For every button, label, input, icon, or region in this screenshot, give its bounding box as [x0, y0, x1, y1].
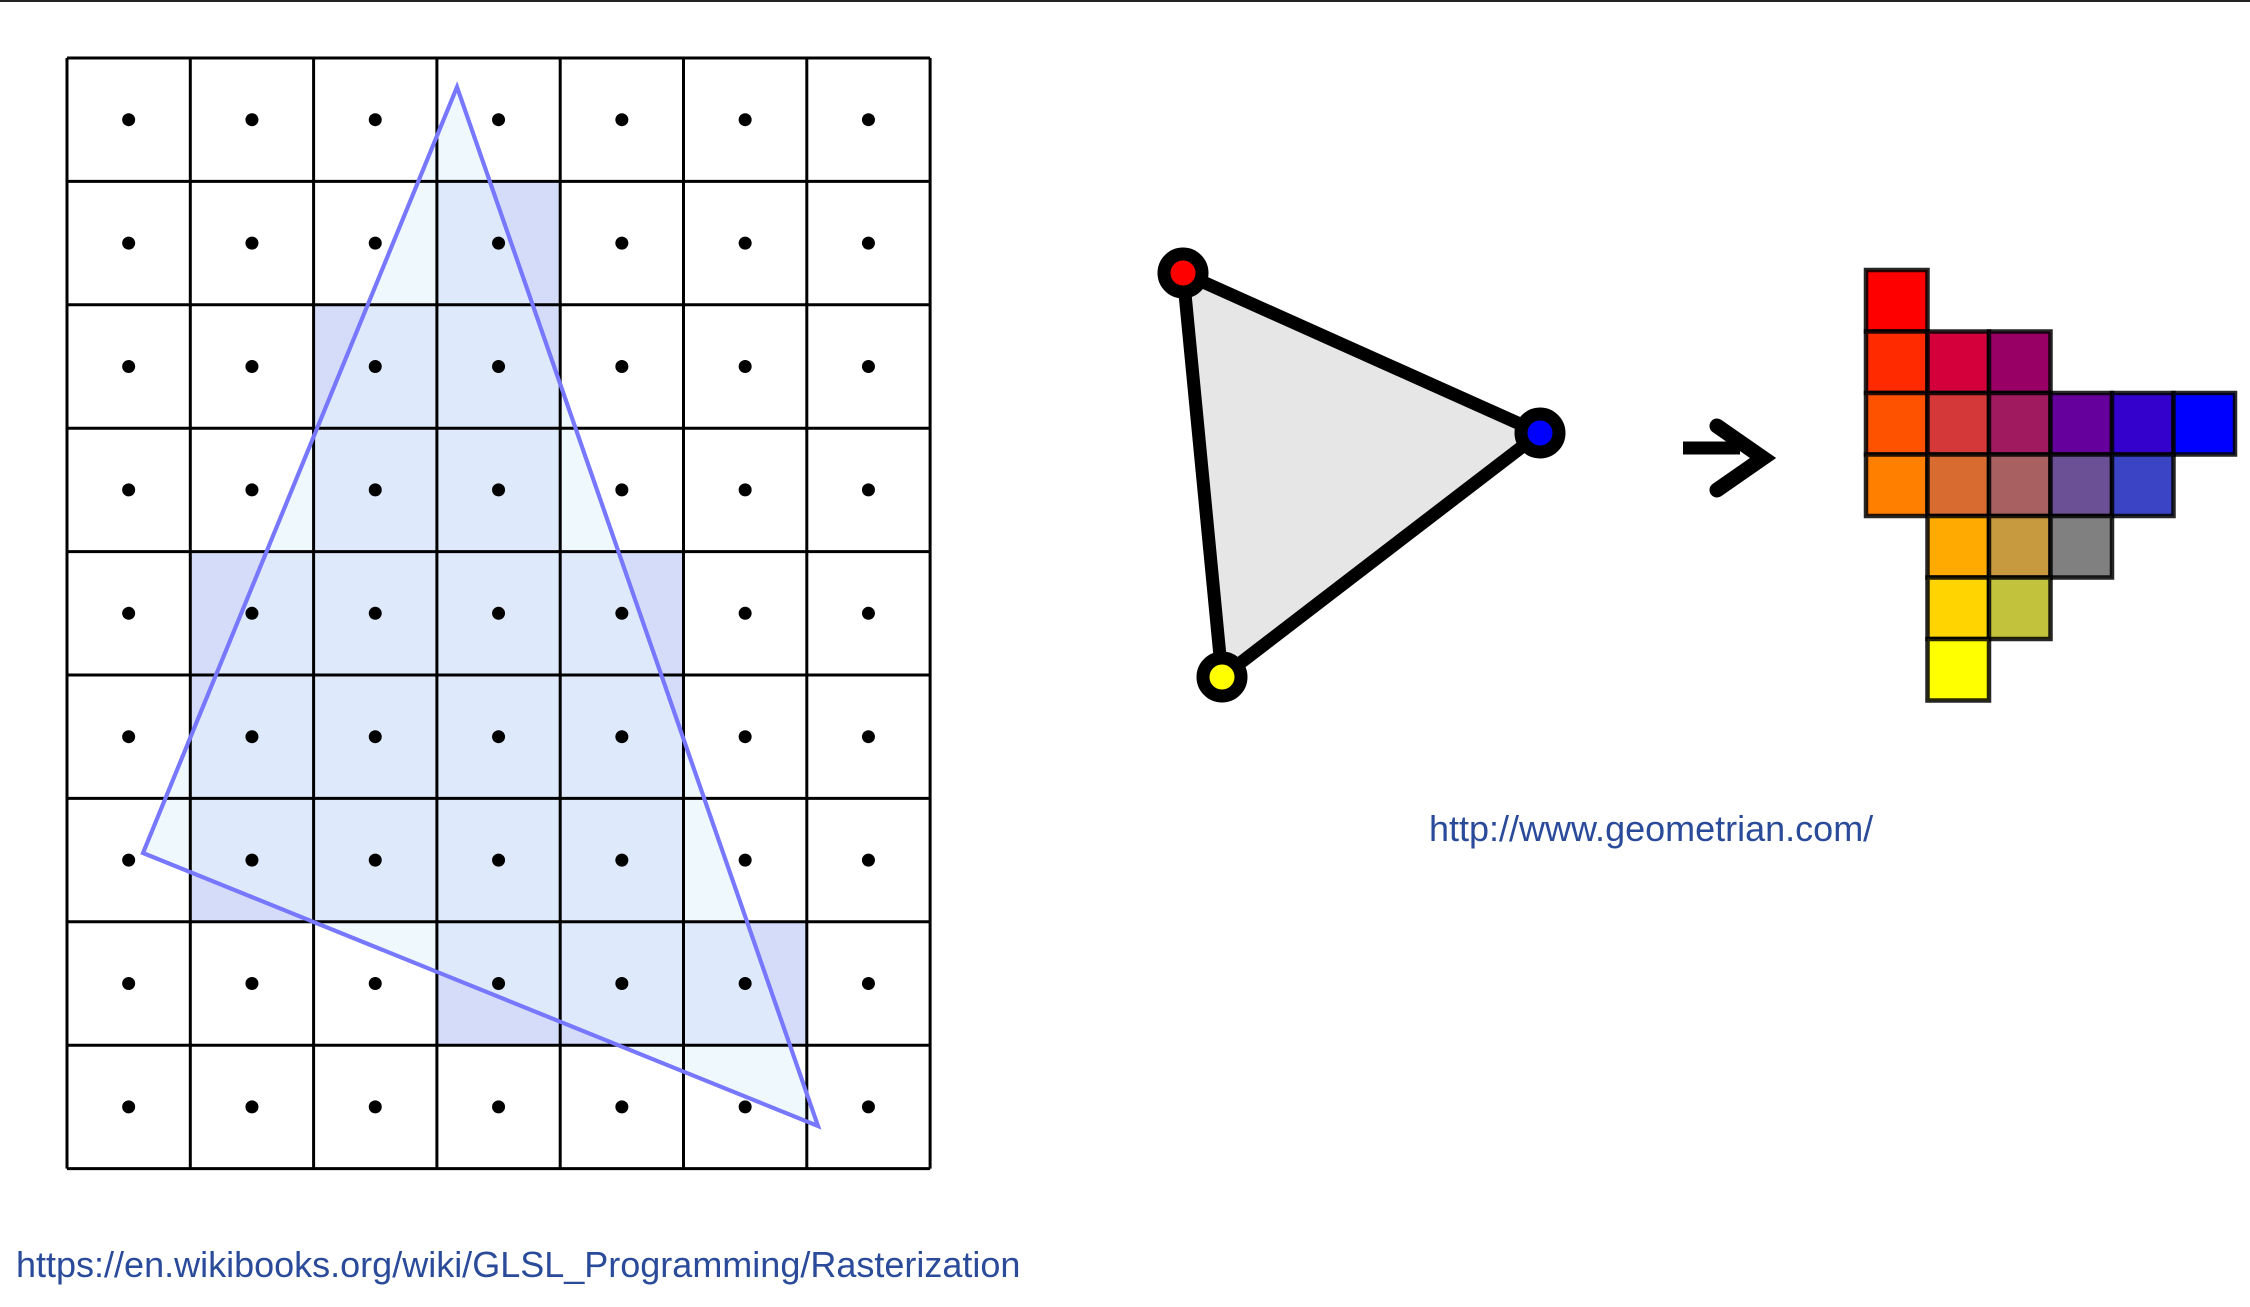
- sample-point: [615, 606, 629, 620]
- vertex-red: [1157, 247, 1209, 299]
- sample-point: [368, 483, 382, 497]
- vertex-blue: [1514, 407, 1566, 459]
- sample-point: [738, 236, 752, 250]
- sample-point: [368, 360, 382, 373]
- raster-pixel: [1925, 636, 1992, 703]
- raster-pixel: [1925, 513, 1992, 580]
- sample-point: [861, 606, 875, 620]
- sample-point: [245, 360, 259, 373]
- raster-pixel: [1925, 329, 1992, 396]
- sample-point: [122, 483, 136, 497]
- sample-point: [492, 853, 506, 867]
- triangle-outline: [140, 81, 822, 1130]
- raster-pixel: [2109, 390, 2176, 457]
- sample-point: [861, 113, 875, 127]
- sample-point: [738, 853, 752, 867]
- rasterization-grid: [65, 56, 932, 1171]
- raster-pixel: [2048, 513, 2115, 580]
- sample-point: [368, 236, 382, 250]
- vertex-triangle-diagram: [1157, 247, 2238, 703]
- sample-point: [492, 606, 506, 620]
- sample-point: [368, 606, 382, 620]
- sample-point: [615, 730, 629, 744]
- sample-point: [861, 977, 875, 990]
- sample-point: [245, 853, 259, 867]
- sample-point: [122, 977, 136, 990]
- sample-point: [122, 606, 136, 620]
- raster-pixel: [1863, 390, 1930, 457]
- top-rule: [0, 0, 2250, 2]
- raster-pixel: [2171, 390, 2238, 457]
- sample-point: [738, 977, 752, 990]
- raster-pixel: [2048, 452, 2115, 519]
- sample-point: [861, 483, 875, 497]
- sample-point: [492, 236, 506, 250]
- sample-point: [492, 483, 506, 497]
- sample-point: [738, 1100, 752, 1114]
- sample-point: [245, 977, 259, 990]
- sample-points-layer: [122, 113, 875, 1114]
- sample-point: [861, 236, 875, 250]
- sample-point: [368, 730, 382, 744]
- sample-point: [861, 1100, 875, 1114]
- sample-point: [615, 113, 629, 127]
- arrow-right-icon: [1683, 418, 1777, 498]
- rasterized-pixels: [1863, 267, 2238, 703]
- sample-point: [615, 483, 629, 497]
- sample-point: [861, 360, 875, 373]
- sample-point: [492, 113, 506, 127]
- sample-point: [738, 606, 752, 620]
- raster-pixel: [1863, 267, 1930, 334]
- sample-point: [245, 730, 259, 744]
- sample-point: [492, 730, 506, 744]
- sample-point: [245, 606, 259, 620]
- sample-point: [245, 1100, 259, 1114]
- sample-point: [245, 483, 259, 497]
- raster-pixel: [1925, 575, 1992, 642]
- sample-point: [122, 853, 136, 867]
- sample-point: [122, 236, 136, 250]
- raster-pixel: [1863, 329, 1930, 396]
- sample-point: [738, 483, 752, 497]
- vertex-triangle-fill: [1176, 266, 1547, 684]
- sample-point: [615, 977, 629, 990]
- sample-point: [368, 113, 382, 127]
- sample-point: [861, 730, 875, 744]
- raster-pixel: [1986, 575, 2053, 642]
- grid-lines-layer: [65, 56, 932, 1171]
- sample-point: [615, 236, 629, 250]
- sample-point: [738, 730, 752, 744]
- sample-point: [738, 360, 752, 373]
- sample-point: [492, 977, 506, 990]
- sample-point: [245, 236, 259, 250]
- sample-point: [615, 1100, 629, 1114]
- raster-pixel: [1925, 390, 1992, 457]
- raster-pixel: [1986, 390, 2053, 457]
- raster-pixel: [2048, 390, 2115, 457]
- sample-point: [122, 360, 136, 373]
- sample-point: [368, 1100, 382, 1114]
- geometrian-link[interactable]: http://www.geometrian.com/: [1429, 808, 1874, 849]
- sample-point: [368, 977, 382, 990]
- sample-point: [122, 113, 136, 127]
- sample-point: [245, 113, 259, 127]
- sample-point: [492, 1100, 506, 1114]
- raster-pixel: [1986, 329, 2053, 396]
- sample-point: [122, 1100, 136, 1114]
- raster-pixel: [1986, 513, 2053, 580]
- sample-point: [861, 853, 875, 867]
- wikibooks-link[interactable]: https://en.wikibooks.org/wiki/GLSL_Progr…: [16, 1244, 1021, 1285]
- sample-point: [122, 730, 136, 744]
- raster-pixel: [1925, 452, 1992, 519]
- sample-point: [615, 360, 629, 373]
- raster-pixel: [1863, 452, 1930, 519]
- sample-point: [738, 113, 752, 127]
- sample-point: [368, 853, 382, 867]
- raster-pixel: [2109, 452, 2176, 519]
- sample-point: [492, 360, 506, 373]
- sample-point: [615, 853, 629, 867]
- vertex-yellow: [1196, 651, 1248, 703]
- raster-pixel: [1986, 452, 2053, 519]
